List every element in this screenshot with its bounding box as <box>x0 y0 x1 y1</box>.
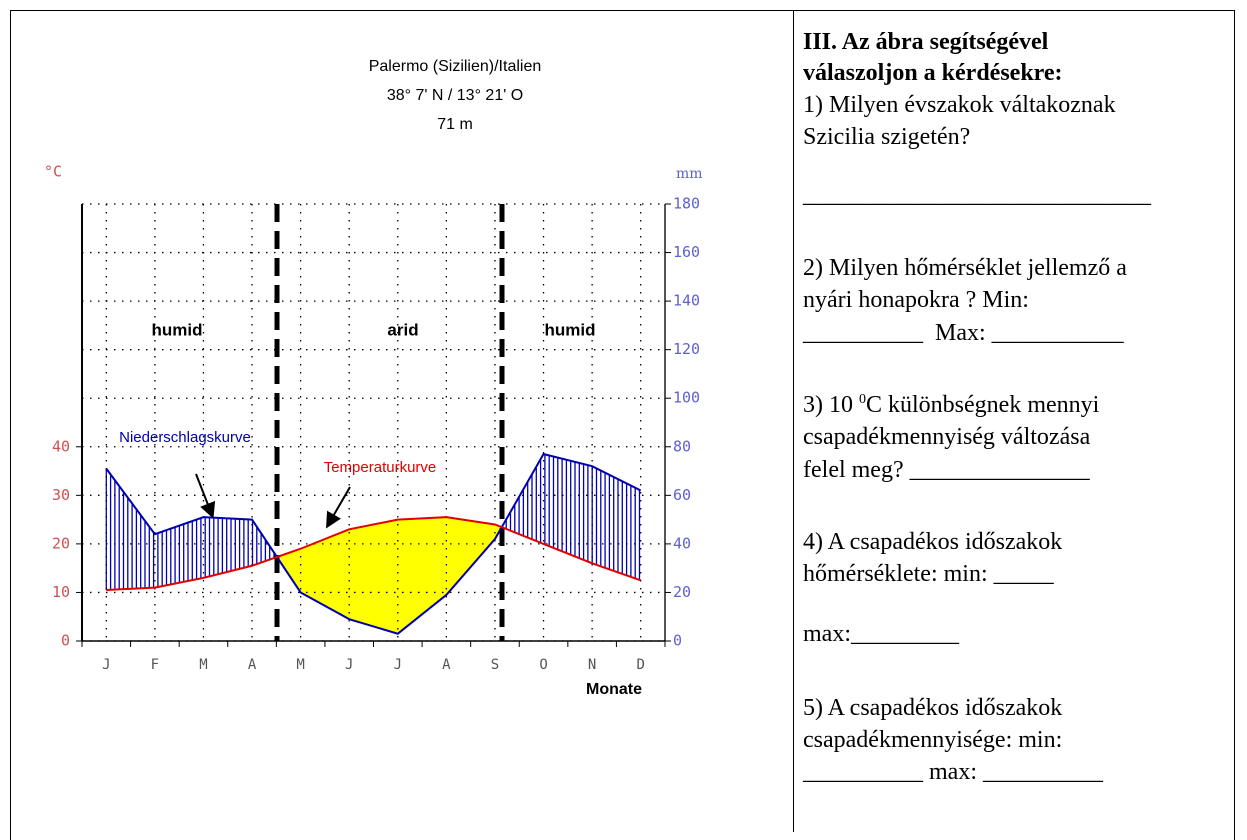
y2-tick-label: 160 <box>673 243 700 261</box>
chart: Palermo (Sizilien)/Italien 38° 7' N / 13°… <box>44 58 703 698</box>
y2-tick-label: 80 <box>673 437 691 455</box>
chart-title: 38° 7' N / 13° 21' O <box>387 87 523 104</box>
question-line: csapadékmennyisége: min: <box>803 727 1063 753</box>
curve <box>106 516 642 592</box>
x-tick-label: A <box>442 657 451 673</box>
season-label: humid <box>152 320 203 339</box>
heading: III. Az ábra segítségével <box>803 29 1049 55</box>
question-line: felel meg? _______________ <box>803 457 1090 483</box>
season-label: arid <box>387 320 418 339</box>
question-line: 5) A csapadékos időszakok <box>803 695 1063 721</box>
y2-tick-label: 100 <box>673 389 700 407</box>
question-line: _____________________________ <box>803 182 1151 208</box>
question-line: hőmérséklete: min: _____ <box>803 561 1054 587</box>
question-line: max:_________ <box>803 621 959 647</box>
y2-tick-label: 0 <box>673 632 682 650</box>
y-axis-label: °C <box>44 163 62 181</box>
y2-tick-label: 40 <box>673 534 691 552</box>
y-tick-label: 10 <box>52 583 70 601</box>
x-tick-label: O <box>539 657 547 673</box>
chart-title: Palermo (Sizilien)/Italien <box>369 58 542 75</box>
text-part: 3) 10 <box>803 392 859 418</box>
season-label: humid <box>545 320 596 339</box>
question-line: __________ Max: ___________ <box>803 320 1124 346</box>
y2-tick-label: 20 <box>673 583 691 601</box>
x-tick-label: J <box>394 657 402 673</box>
frame <box>10 10 1235 840</box>
question-line: nyári honapokra ? Min: <box>803 287 1029 313</box>
x-axis-label: Monate <box>586 681 642 698</box>
y2-tick-label: 140 <box>673 292 700 310</box>
x-tick-label: S <box>491 657 499 673</box>
y2-axis-label: mm <box>676 166 703 182</box>
y-tick-label: 30 <box>52 486 70 504</box>
x-tick-label: A <box>248 657 257 673</box>
arrow <box>325 486 351 529</box>
curve <box>105 452 642 635</box>
x-tick-label: J <box>102 657 110 673</box>
y2-tick-label: 60 <box>673 486 691 504</box>
x-tick-label: F <box>151 657 159 673</box>
text-part: C különbségnek mennyi <box>866 392 1100 418</box>
x-tick-label: N <box>588 657 596 673</box>
question-line: 3) 10 0C különbségnek mennyi <box>803 390 1099 420</box>
question-line: 1) Milyen évszakok váltakoznak <box>803 92 1116 118</box>
y-tick-label: 40 <box>52 437 70 455</box>
heading: válaszoljon a kérdésekre: <box>803 60 1063 86</box>
y-tick-label: 20 <box>52 534 70 552</box>
x-tick-label: M <box>199 657 207 673</box>
x-tick-label: M <box>296 657 304 673</box>
arrow <box>195 473 216 519</box>
question-line: 2) Milyen hőmérséklet jellemző a <box>803 255 1127 281</box>
y2-tick-label: 120 <box>673 340 700 358</box>
question-line: Szicilia szigetén? <box>803 124 971 150</box>
question-line: csapadékmennyiség változása <box>803 424 1091 450</box>
x-tick-label: J <box>345 657 353 673</box>
divider <box>793 10 794 832</box>
text-part: 0 <box>859 392 866 407</box>
curve-label: Niederschlagskurve <box>119 429 251 446</box>
chart-title: 71 m <box>437 116 473 133</box>
curve-label: Temperaturkurve <box>324 459 437 476</box>
question-line: 4) A csapadékos időszakok <box>803 529 1063 555</box>
question-line: __________ max: __________ <box>803 759 1103 785</box>
y2-tick-label: 180 <box>673 195 700 213</box>
y-tick-label: 0 <box>61 632 70 650</box>
arid-area <box>277 517 502 634</box>
x-tick-label: D <box>636 657 644 673</box>
